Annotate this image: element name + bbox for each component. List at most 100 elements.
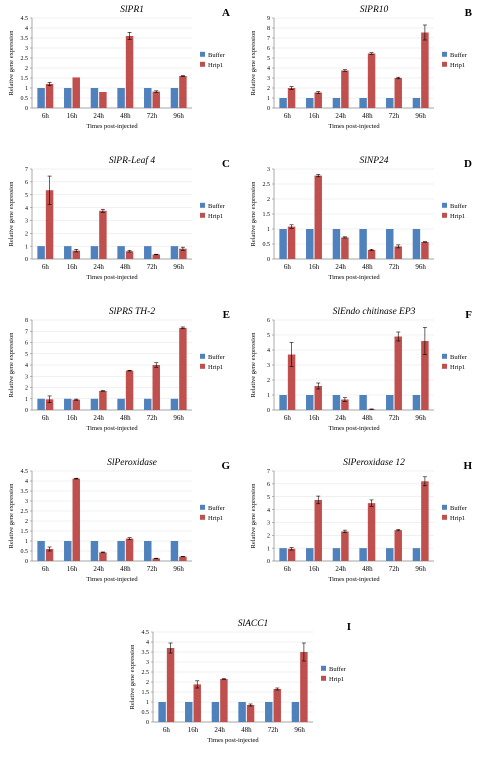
hrip1-bar xyxy=(125,370,134,410)
legend-label: Hrip1 xyxy=(208,62,223,69)
legend-label: Buffer xyxy=(208,52,226,59)
legend-label: Hrip1 xyxy=(329,676,344,683)
hrip1-bar xyxy=(152,254,160,259)
buffer-bar xyxy=(117,88,125,108)
y-tick-label: 1 xyxy=(25,244,28,250)
buffer-bar xyxy=(306,98,314,108)
y-tick-label: 3.5 xyxy=(21,489,29,495)
hrip1-bar xyxy=(72,478,80,561)
buffer-bar xyxy=(359,548,367,561)
y-tick-label: 7 xyxy=(267,469,270,475)
y-tick-label: 3 xyxy=(25,219,28,225)
legend-swatch-buffer xyxy=(200,504,205,510)
x-tick-label: 48h xyxy=(362,263,373,271)
legend-swatch-buffer xyxy=(442,504,447,510)
y-tick-label: 1.5 xyxy=(263,212,271,218)
y-tick-label: 2 xyxy=(25,231,28,237)
buffer-bar xyxy=(306,229,314,259)
y-tick-label: 3 xyxy=(267,363,270,369)
legend-label: Hrip1 xyxy=(208,364,223,371)
chart-panel-a: SlPR1 A 0 0.5 1 1.5 2 2.5 3 3.5 4 4.5 Relative gene … xyxy=(8,5,230,130)
x-tick-label: 72h xyxy=(389,263,400,271)
hrip1-bar xyxy=(421,241,429,259)
x-tick-label: 6h xyxy=(42,565,50,573)
hrip1-bar xyxy=(367,503,376,561)
legend-swatch-buffer xyxy=(442,353,447,359)
legend-label: Buffer xyxy=(208,203,226,210)
hrip1-bar xyxy=(45,84,54,108)
hrip1-bar xyxy=(314,386,322,410)
y-tick-label: 5 xyxy=(267,495,270,501)
y-tick-label: 2.5 xyxy=(142,670,150,676)
panel-letter: D xyxy=(464,158,472,170)
buffer-bar xyxy=(359,229,367,259)
y-tick-label: 1 xyxy=(25,397,28,403)
y-tick-label: 0 xyxy=(267,257,270,263)
y-axis-label: Relative gene expression xyxy=(8,30,15,96)
x-tick-label: 6h xyxy=(163,726,171,734)
legend-label: Hrip1 xyxy=(450,515,465,522)
buffer-bar xyxy=(359,98,367,108)
x-tick-label: 6h xyxy=(284,263,292,271)
hrip1-bar xyxy=(273,689,281,722)
chart-panel-f: SlEndo chitinase EP3 F 0 1 2 3 4 5 6 Relative gen… xyxy=(250,307,472,432)
y-axis-label: Relative gene expression xyxy=(250,332,257,398)
legend-swatch-hrip1 xyxy=(200,61,205,67)
x-tick-label: 96h xyxy=(415,263,426,271)
legend-label: Hrip1 xyxy=(450,62,465,69)
hrip1-bar xyxy=(45,190,54,259)
x-tick-label: 16h xyxy=(309,112,320,120)
y-tick-label: 1.5 xyxy=(142,690,150,696)
x-tick-label: 16h xyxy=(188,726,199,734)
hrip1-bar xyxy=(287,548,296,561)
chart-panel-d: SlNP24 D 0 0.5 1 1.5 2 2.5 3 Relative gene expres… xyxy=(250,156,472,281)
x-axis-label: Times post-injected xyxy=(207,737,259,744)
chart-title: SlEndo chitinase EP3 xyxy=(333,307,416,317)
x-tick-label: 6h xyxy=(284,112,292,120)
legend-swatch-buffer xyxy=(200,51,205,57)
hrip1-bar xyxy=(45,399,54,410)
x-tick-label: 6h xyxy=(284,414,292,422)
x-tick-label: 96h xyxy=(173,414,184,422)
y-tick-label: 0 xyxy=(146,720,149,726)
hrip1-bar xyxy=(166,648,175,722)
x-tick-label: 16h xyxy=(309,263,320,271)
buffer-bar xyxy=(279,98,287,108)
x-tick-label: 72h xyxy=(147,112,158,120)
buffer-bar xyxy=(412,98,421,108)
legend-label: Buffer xyxy=(450,52,468,59)
y-tick-label: 2 xyxy=(267,533,270,539)
buffer-bar xyxy=(238,702,246,722)
legend-swatch-hrip1 xyxy=(200,363,205,369)
y-tick-label: 3.5 xyxy=(142,650,150,656)
hrip1-bar xyxy=(421,341,429,410)
y-tick-label: 0 xyxy=(267,408,270,414)
x-tick-label: 6h xyxy=(284,565,292,573)
x-tick-label: 72h xyxy=(389,414,400,422)
y-axis-label: Relative gene expression xyxy=(129,644,136,710)
hrip1-bar xyxy=(99,390,107,410)
y-tick-label: 3 xyxy=(146,660,149,666)
buffer-bar xyxy=(412,548,421,561)
x-tick-label: 48h xyxy=(120,565,131,573)
x-tick-label: 96h xyxy=(415,565,426,573)
buffer-bar xyxy=(37,88,45,108)
x-axis-label: Times post-injected xyxy=(86,576,138,583)
x-tick-label: 16h xyxy=(67,112,78,120)
hrip1-bar xyxy=(72,399,80,410)
x-tick-label: 16h xyxy=(67,263,78,271)
y-tick-label: 0.5 xyxy=(21,96,29,102)
legend-label: Hrip1 xyxy=(208,213,223,220)
y-tick-label: 4 xyxy=(25,479,28,485)
y-tick-label: 2 xyxy=(25,66,28,72)
y-tick-label: 1 xyxy=(146,700,149,706)
x-tick-label: 72h xyxy=(147,414,158,422)
chart-title: SlPR10 xyxy=(360,5,389,15)
chart-panel-g: SlPeroxidase G 0 0.5 1 1.5 2 2.5 3 3.5 4 4.5 Relativ… xyxy=(8,458,230,583)
hrip1-bar xyxy=(341,70,349,108)
buffer-bar xyxy=(386,548,394,561)
hrip1-bar xyxy=(394,530,402,561)
hrip1-bar xyxy=(45,549,54,561)
buffer-bar xyxy=(386,395,394,410)
y-tick-label: 3 xyxy=(267,521,270,527)
